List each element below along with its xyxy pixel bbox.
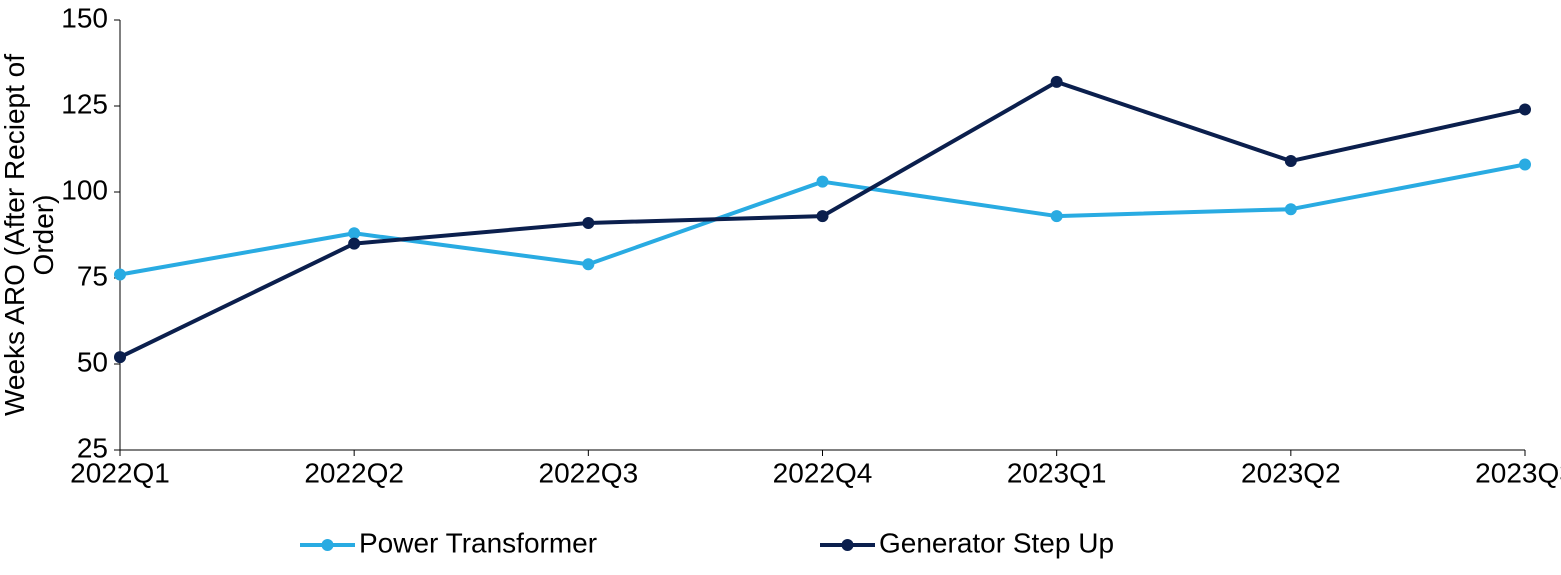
line-chart: 2550751001251502022Q12022Q22022Q32022Q42… [0, 0, 1561, 575]
series-marker [1519, 103, 1531, 115]
series-marker [1285, 155, 1297, 167]
legend-label: Generator Step Up [879, 527, 1114, 558]
x-tick-label: 2022Q1 [70, 458, 170, 489]
series-marker [348, 238, 360, 250]
legend-label: Power Transformer [359, 527, 597, 558]
y-tick-label: 150 [61, 2, 108, 33]
legend-marker [842, 539, 854, 551]
series-marker [1051, 210, 1063, 222]
legend-marker [322, 539, 334, 551]
series-marker [582, 258, 594, 270]
series-marker [114, 351, 126, 363]
series-marker [582, 217, 594, 229]
y-tick-label: 75 [77, 260, 108, 291]
y-tick-label: 125 [61, 88, 108, 119]
series-marker [1051, 76, 1063, 88]
series-marker [114, 269, 126, 281]
y-tick-label: 50 [77, 346, 108, 377]
x-tick-label: 2023Q3 [1475, 458, 1561, 489]
y-tick-label: 100 [61, 174, 108, 205]
x-tick-label: 2022Q2 [304, 458, 404, 489]
chart-svg: 2550751001251502022Q12022Q22022Q32022Q42… [0, 0, 1561, 575]
series-marker [817, 176, 829, 188]
series-marker [348, 227, 360, 239]
x-tick-label: 2022Q3 [539, 458, 639, 489]
x-tick-label: 2022Q4 [773, 458, 873, 489]
series-marker [1285, 203, 1297, 215]
series-marker [817, 210, 829, 222]
series-marker [1519, 158, 1531, 170]
x-tick-label: 2023Q2 [1241, 458, 1341, 489]
x-tick-label: 2023Q1 [1007, 458, 1107, 489]
